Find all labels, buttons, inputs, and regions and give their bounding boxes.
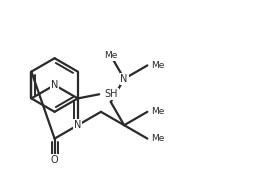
Text: N: N — [74, 120, 82, 130]
Text: Me: Me — [151, 134, 165, 143]
Text: Me: Me — [151, 61, 165, 70]
Text: N: N — [120, 74, 128, 84]
Text: Me: Me — [104, 51, 117, 60]
Text: O: O — [51, 155, 58, 165]
Text: N: N — [51, 80, 58, 90]
Text: Me: Me — [151, 107, 165, 116]
Text: SH: SH — [104, 89, 118, 99]
